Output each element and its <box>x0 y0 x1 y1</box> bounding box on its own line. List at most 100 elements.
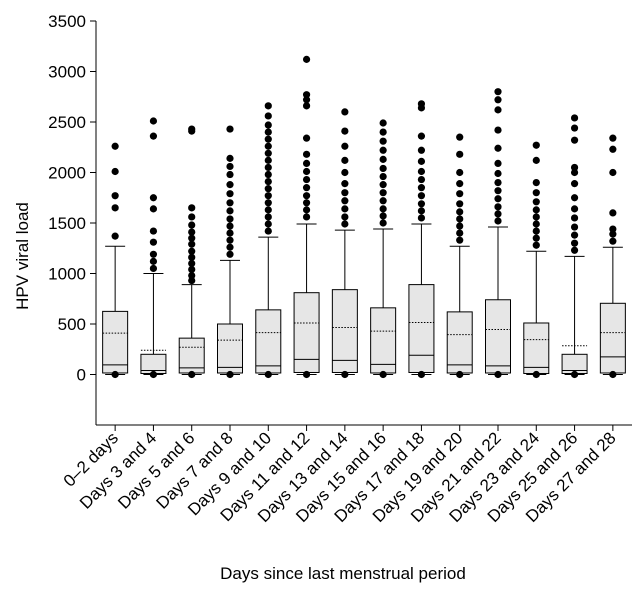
outlier-point <box>341 127 349 135</box>
box-body <box>408 284 435 373</box>
y-tick-label: 1000 <box>48 265 86 284</box>
outlier-point <box>188 271 196 280</box>
box-1 <box>102 142 129 379</box>
y-tick-label: 2500 <box>48 113 86 132</box>
outlier-point <box>302 184 311 192</box>
outlier-point <box>302 91 311 99</box>
outlier-point <box>494 370 502 379</box>
outlier-point <box>226 370 234 379</box>
outlier-point <box>302 96 311 104</box>
outlier-point <box>609 230 617 238</box>
outlier-point <box>456 208 464 216</box>
y-tick-label: 0 <box>77 366 86 385</box>
outlier-point <box>532 370 540 379</box>
outlier-point <box>456 190 464 198</box>
outlier-point <box>379 137 387 145</box>
x-axis-title: Days since last menstrual period <box>220 564 466 583</box>
outlier-point <box>379 219 387 227</box>
outlier-point <box>188 276 196 285</box>
outlier-point <box>570 370 579 379</box>
box-body <box>485 299 511 374</box>
y-tick-label: 1500 <box>48 214 86 233</box>
outlier-point <box>341 180 349 188</box>
outlier-point <box>609 225 617 233</box>
box-body <box>370 307 397 374</box>
outlier-point <box>379 189 387 197</box>
outlier-point <box>149 194 158 202</box>
outlier-point <box>379 164 387 173</box>
outlier-point <box>417 175 426 184</box>
outlier-point <box>570 231 579 239</box>
box-body <box>255 309 282 374</box>
box-body <box>293 292 320 373</box>
outlier-point <box>302 370 311 379</box>
outlier-point <box>226 162 234 171</box>
outlier-point <box>532 141 540 149</box>
box-3 <box>178 125 205 379</box>
box-body <box>446 311 473 374</box>
outlier-point <box>456 180 464 188</box>
outlier-point <box>532 213 540 221</box>
outlier-point <box>379 370 387 379</box>
outlier-point <box>111 204 119 212</box>
outlier-point <box>570 246 579 254</box>
y-tick-label: 3500 <box>48 12 86 31</box>
outlier-point <box>532 227 540 235</box>
box-12 <box>523 141 550 379</box>
outlier-point <box>302 199 311 207</box>
outlier-point <box>226 125 234 133</box>
outlier-point <box>302 206 311 214</box>
outlier-point <box>494 217 502 225</box>
box-5 <box>255 102 282 379</box>
outlier-point <box>264 163 272 172</box>
outlier-point <box>494 126 502 134</box>
outlier-point <box>302 102 311 110</box>
outlier-point <box>226 199 234 207</box>
outlier-point <box>149 264 158 273</box>
outlier-point <box>379 181 387 189</box>
outlier-point <box>226 215 234 223</box>
outlier-point <box>111 370 119 379</box>
outlier-point <box>264 156 272 164</box>
outlier-point <box>609 370 617 379</box>
outlier-point <box>264 206 272 214</box>
outlier-point <box>226 181 234 189</box>
outlier-point <box>302 167 311 176</box>
box-body <box>102 310 129 374</box>
outlier-point <box>609 145 617 153</box>
box-7 <box>331 108 358 379</box>
box-body <box>599 302 626 374</box>
outlier-point <box>417 146 426 154</box>
outlier-point <box>609 134 617 142</box>
outlier-point <box>188 213 196 221</box>
outlier-point <box>188 240 196 248</box>
outlier-point <box>264 177 272 186</box>
outlier-point <box>379 155 387 163</box>
outlier-point <box>226 236 234 244</box>
outlier-point <box>456 222 464 230</box>
box-body <box>523 322 550 374</box>
outlier-point <box>264 220 272 228</box>
outlier-point <box>149 205 158 213</box>
outlier-point <box>226 207 234 215</box>
outlier-point <box>226 190 234 198</box>
outlier-point <box>494 169 502 178</box>
outlier-point <box>532 241 540 249</box>
outlier-point <box>609 237 617 245</box>
outlier-point <box>341 168 349 177</box>
outlier-point <box>379 212 387 220</box>
outlier-point <box>532 156 540 164</box>
outlier-point <box>532 198 540 206</box>
outlier-point <box>341 189 349 197</box>
outlier-point <box>494 159 502 168</box>
outlier-point <box>188 125 196 133</box>
outlier-point <box>532 179 540 187</box>
outlier-point <box>188 253 196 261</box>
outlier-point <box>417 157 426 165</box>
outlier-point <box>149 227 158 235</box>
outlier-point <box>226 243 234 251</box>
outlier-point <box>456 150 464 158</box>
outlier-point <box>494 179 502 187</box>
outlier-point <box>417 207 426 215</box>
outlier-point <box>302 159 311 168</box>
